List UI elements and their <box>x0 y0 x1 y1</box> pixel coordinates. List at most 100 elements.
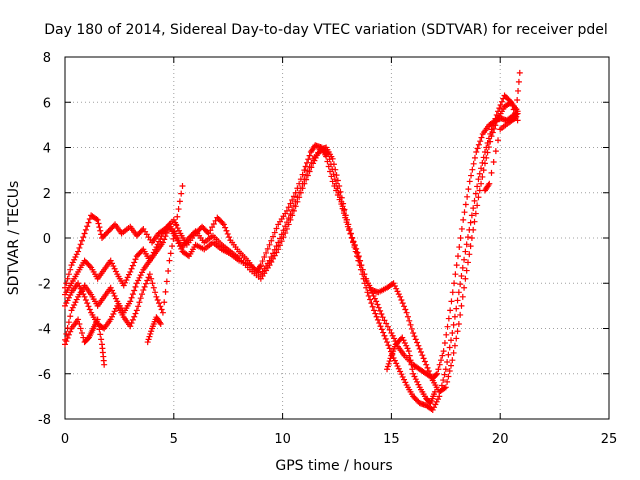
data-point-interp <box>191 229 198 236</box>
data-point-interp <box>131 287 138 294</box>
data-point-interp <box>86 263 93 270</box>
data-point-interp <box>492 115 499 122</box>
data-point-interp <box>477 138 484 145</box>
data-point-interp <box>109 224 116 231</box>
data-point-interp <box>187 233 194 240</box>
data-point-interp <box>375 304 382 311</box>
data-point-interp <box>464 193 471 200</box>
data-point <box>449 330 456 337</box>
data-point-interp <box>472 190 479 197</box>
data-point-interp <box>407 321 414 328</box>
data-point <box>364 289 371 296</box>
data-point <box>120 282 127 289</box>
x-tick-label: 20 <box>492 432 509 447</box>
data-point-interp <box>509 102 516 109</box>
data-point-interp <box>394 288 401 295</box>
data-point-interp <box>376 320 383 327</box>
data-point <box>481 149 488 156</box>
data-point-interp <box>264 245 271 252</box>
data-point-interp <box>401 376 408 383</box>
data-point-interp <box>176 227 183 234</box>
data-point-interp <box>454 328 461 335</box>
data-point-interp <box>144 277 151 284</box>
data-point <box>275 239 282 246</box>
data-point-interp <box>280 227 287 234</box>
data-point-interp <box>69 304 76 311</box>
data-point-interp <box>82 226 89 233</box>
data-point-interp <box>63 338 70 345</box>
data-point-interp <box>427 371 434 378</box>
data-point-interp <box>365 292 372 299</box>
data-point-interp <box>77 241 84 248</box>
data-point <box>127 298 134 305</box>
data-point-interp <box>453 335 460 342</box>
data-point-interp <box>76 244 83 251</box>
data-point-interp <box>111 308 118 315</box>
data-point <box>205 230 212 237</box>
data-point-interp <box>502 93 509 100</box>
data-point-interp <box>312 154 319 161</box>
data-point <box>140 287 147 294</box>
data-point-interp <box>470 205 477 212</box>
data-point-interp <box>210 220 217 227</box>
data-point-interp <box>401 339 408 346</box>
data-point-interp <box>290 193 297 200</box>
data-point-interp <box>490 158 497 165</box>
data-point <box>440 348 447 355</box>
data-point-interp <box>478 165 485 172</box>
data-point-interp <box>97 331 104 338</box>
data-point-interp <box>259 258 266 265</box>
data-point-interp <box>395 338 402 345</box>
data-point-interp <box>303 172 310 179</box>
data-point-interp <box>402 379 409 386</box>
data-point-interp <box>161 236 168 243</box>
data-point-interp <box>483 144 490 151</box>
data-point-interp <box>459 293 466 300</box>
data-point-interp <box>136 299 143 306</box>
data-point-interp <box>80 234 87 241</box>
data-point-interp <box>67 313 74 320</box>
data-point <box>410 370 417 377</box>
data-point-interp <box>109 260 116 267</box>
data-point-interp <box>136 230 143 237</box>
data-point-interp <box>457 281 464 288</box>
data-point-interp <box>339 203 346 210</box>
data-point <box>397 368 404 375</box>
data-point-interp <box>128 265 135 272</box>
data-point-interp <box>65 331 72 338</box>
data-point-interp <box>282 223 289 230</box>
data-point <box>266 241 273 248</box>
data-point-interp <box>128 320 135 327</box>
data-point-interp <box>384 323 391 330</box>
data-point-interp <box>296 189 303 196</box>
data-point-interp <box>63 330 70 337</box>
data-point-interp <box>276 235 283 242</box>
data-point-interp <box>464 234 471 241</box>
data-point-interp <box>402 306 409 313</box>
data-point-interp <box>456 244 463 251</box>
data-point <box>436 393 443 400</box>
data-point-interp <box>457 235 464 241</box>
chart-title: Day 180 of 2014, Sidereal Day-to-day VTE… <box>44 22 608 38</box>
data-point-interp <box>111 292 118 299</box>
data-point-interp <box>334 185 341 192</box>
data-point-interp <box>150 284 157 291</box>
data-point-interp <box>137 272 144 279</box>
data-point-interp <box>488 169 495 176</box>
data-point <box>301 167 308 174</box>
data-point <box>325 151 332 158</box>
data-point-interp <box>384 363 391 370</box>
data-point-interp <box>218 218 225 225</box>
data-point-interp <box>132 256 139 263</box>
data-point <box>94 216 101 223</box>
data-point-interp <box>407 357 414 364</box>
data-point-interp <box>285 215 292 222</box>
data-point-interp <box>381 317 388 324</box>
data-point-interp <box>294 194 301 201</box>
data-point <box>392 341 399 348</box>
data-point-interp <box>461 284 468 291</box>
data-point-interp <box>446 368 453 375</box>
data-point-interp <box>445 315 452 322</box>
data-point-interp <box>472 210 479 217</box>
data-point-interp <box>174 225 181 232</box>
